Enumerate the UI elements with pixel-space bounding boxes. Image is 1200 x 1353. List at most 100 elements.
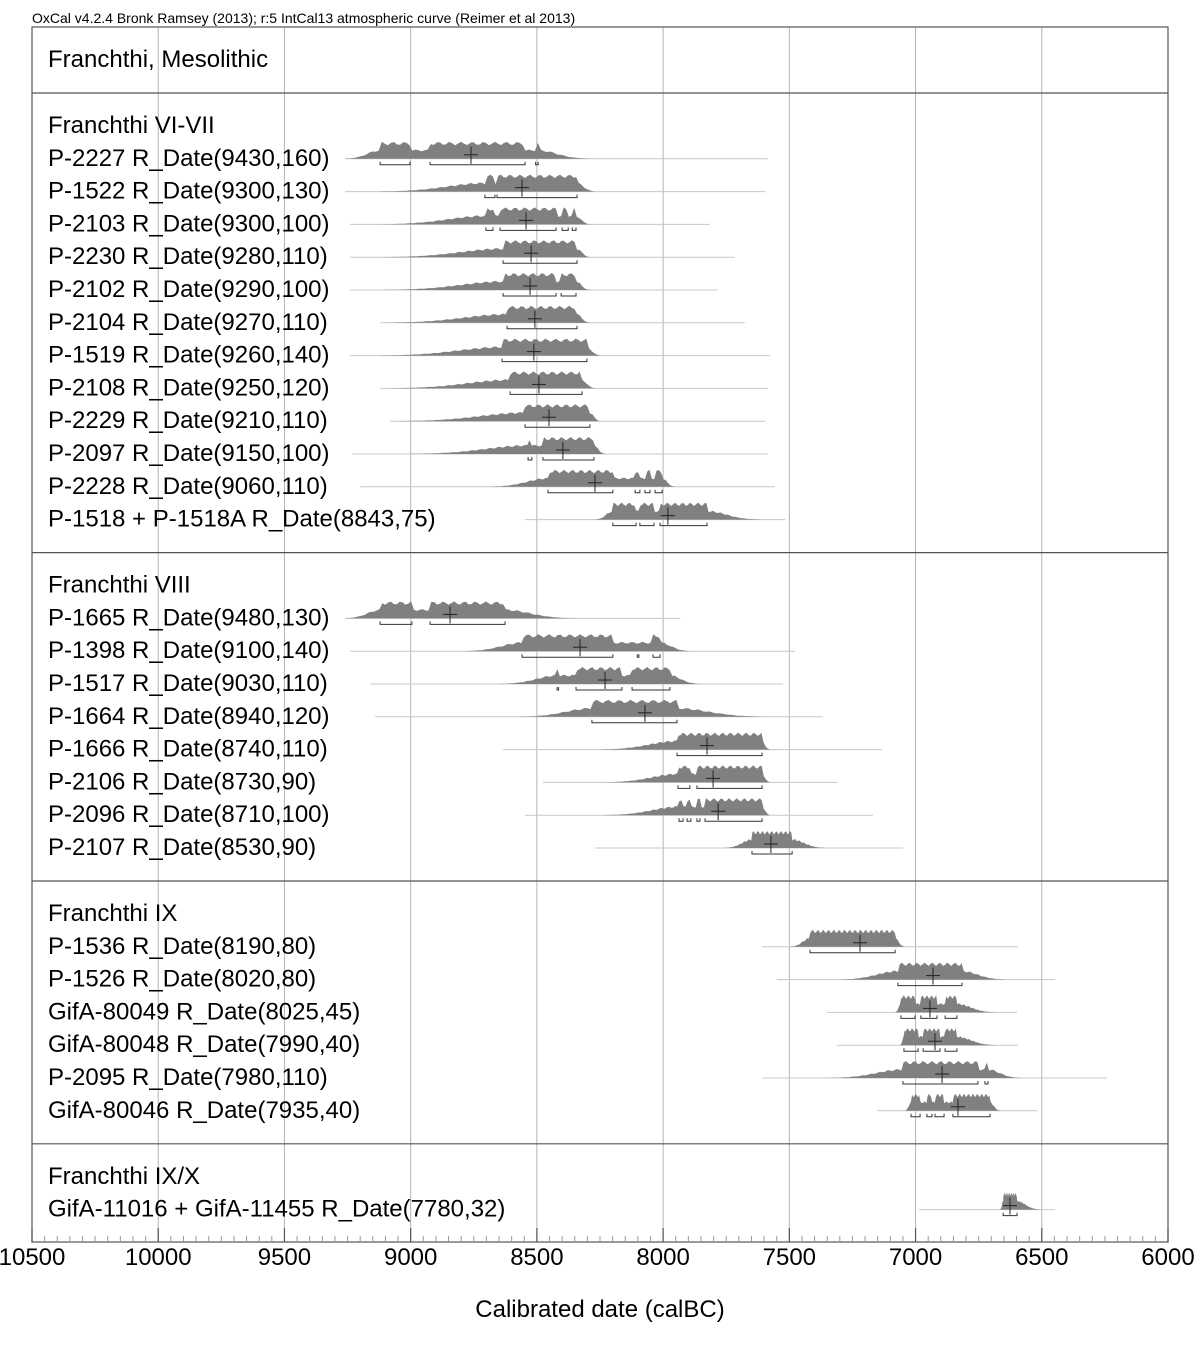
date-row: P-1519 R_Date(9260,140) <box>48 338 770 369</box>
row-label: P-1522 R_Date(9300,130) <box>48 178 330 205</box>
row-label: P-1519 R_Date(9260,140) <box>48 342 330 369</box>
probability-distribution <box>600 732 770 750</box>
hpd-range-bracket <box>902 1081 979 1085</box>
date-row: P-2102 R_Date(9290,100) <box>48 273 718 303</box>
row-label: P-2228 R_Date(9060,110) <box>48 473 328 500</box>
hpd-range-bracket <box>429 621 506 625</box>
row-label: P-1536 R_Date(8190,80) <box>48 933 316 960</box>
probability-distribution <box>385 273 590 290</box>
row-label: P-2229 R_Date(9210,110) <box>48 407 328 434</box>
date-row: P-2106 R_Date(8730,90) <box>48 765 839 795</box>
date-row: P-1522 R_Date(9300,130) <box>48 174 766 205</box>
x-tick-label: 10500 <box>0 1244 65 1271</box>
date-row: GifA-80046 R_Date(7935,40) <box>48 1093 1037 1124</box>
probability-distribution <box>829 1061 1021 1078</box>
probability-distribution <box>904 1093 1001 1111</box>
hpd-range-bracket <box>524 424 591 428</box>
hpd-range-bracket <box>809 949 896 954</box>
probability-distribution <box>500 667 700 684</box>
hpd-range-bracket <box>502 293 557 297</box>
probability-distribution <box>1000 1192 1041 1210</box>
hpd-range-bracket <box>678 818 684 822</box>
row-label: P-2104 R_Date(9270,110) <box>48 309 328 336</box>
row-label: P-1518 + P-1518A R_Date(8843,75) <box>48 506 436 533</box>
chart-title: Franchthi, Mesolithic <box>48 46 268 73</box>
hpd-range-bracket <box>636 654 640 658</box>
hpd-range-bracket <box>944 1048 958 1052</box>
hpd-range-bracket <box>571 227 577 231</box>
row-label: P-2107 R_Date(8530,90) <box>48 834 316 861</box>
hpd-range-bracket <box>379 161 411 166</box>
group-0: Franchthi VI-VII P-2227 R_Date(9430,160) P… <box>48 112 786 533</box>
x-tick-label: 10000 <box>125 1244 192 1271</box>
date-row: P-2230 R_Date(9280,110) <box>48 240 735 270</box>
date-row: GifA-80048 R_Date(7990,40) <box>48 1028 1019 1058</box>
hpd-range-bracket <box>677 785 691 789</box>
hpd-range-bracket <box>496 194 578 199</box>
probability-distribution <box>605 798 770 816</box>
hpd-range-bracket <box>561 227 569 231</box>
hpd-range-bracket <box>639 522 655 527</box>
hpd-range-bracket <box>984 1081 989 1085</box>
row-label: P-2095 R_Date(7980,110) <box>48 1064 328 1091</box>
group-3: Franchthi IX/X GifA-11016 + GifA-11455 R_… <box>48 1163 1055 1223</box>
probability-distribution <box>464 634 690 652</box>
hpd-range-bracket <box>686 818 692 822</box>
probability-distribution <box>410 437 606 454</box>
probability-distribution <box>380 174 595 192</box>
hpd-range-bracket <box>934 1113 945 1118</box>
row-label: P-2227 R_Date(9430,160) <box>48 145 330 172</box>
group-header: Franchthi IX <box>48 900 177 927</box>
x-tick-label: 9500 <box>258 1244 311 1271</box>
hpd-range-bracket <box>644 489 651 494</box>
x-tick-label: 6000 <box>1141 1244 1194 1271</box>
hpd-range-bracket <box>429 161 526 166</box>
hpd-range-bracket <box>696 785 763 789</box>
group-header: Franchthi VI-VII <box>48 112 215 139</box>
date-row: P-2095 R_Date(7980,110) <box>48 1061 1107 1091</box>
probability-distribution <box>594 502 761 520</box>
date-row: GifA-80049 R_Date(8025,45) <box>48 995 1018 1025</box>
probability-distribution <box>385 240 590 258</box>
row-label: P-1665 R_Date(9480,130) <box>48 604 330 631</box>
hpd-range-bracket <box>654 489 663 494</box>
probability-distribution <box>385 305 590 323</box>
hpd-range-bracket <box>952 1113 991 1118</box>
hpd-range-bracket <box>944 1015 958 1019</box>
row-label: P-1526 R_Date(8020,80) <box>48 966 316 993</box>
group-1: Franchthi VIII P-1665 R_Date(9480,130) P-1… <box>48 572 903 861</box>
x-tick-label: 7500 <box>763 1244 816 1271</box>
hpd-range-bracket <box>926 1113 933 1118</box>
date-row: P-1517 R_Date(9030,110) <box>48 667 784 697</box>
group-header: Franchthi VIII <box>48 572 191 599</box>
plot-frame <box>31 26 1169 1243</box>
hpd-range-bracket <box>634 489 641 494</box>
row-label: P-1664 R_Date(8940,120) <box>48 703 330 730</box>
hpd-range-bracket <box>676 752 763 757</box>
date-row: P-1536 R_Date(8190,80) <box>48 929 1019 960</box>
probability-distribution <box>345 141 590 159</box>
x-tick-label: 8500 <box>510 1244 563 1271</box>
row-label: GifA-11016 + GifA-11455 R_Date(7780,32) <box>48 1196 505 1223</box>
hpd-range-bracket <box>903 1048 919 1052</box>
date-row: P-2228 R_Date(9060,110) <box>48 469 775 500</box>
date-row: P-1526 R_Date(8020,80) <box>48 962 1055 993</box>
hpd-range-bracket <box>501 358 588 363</box>
x-tick-label: 8000 <box>636 1244 689 1271</box>
x-tick-label: 6500 <box>1015 1244 1068 1271</box>
row-label: GifA-80049 R_Date(8025,45) <box>48 998 360 1025</box>
hpd-range-bracket <box>751 851 793 855</box>
hpd-range-bracket <box>484 194 496 199</box>
probability-distribution <box>390 371 595 389</box>
date-row: P-1665 R_Date(9480,130) <box>48 601 681 631</box>
date-row: P-1666 R_Date(8740,110) <box>48 732 882 763</box>
x-tick-label: 9000 <box>384 1244 437 1271</box>
hpd-range-bracket <box>575 687 623 691</box>
row-label: P-2097 R_Date(9150,100) <box>48 440 330 467</box>
hpd-range-bracket <box>542 457 595 461</box>
hpd-range-bracket <box>556 687 560 691</box>
probability-distribution <box>519 699 766 717</box>
probability-distribution <box>790 929 905 947</box>
date-row: P-2103 R_Date(9300,100) <box>48 207 711 237</box>
